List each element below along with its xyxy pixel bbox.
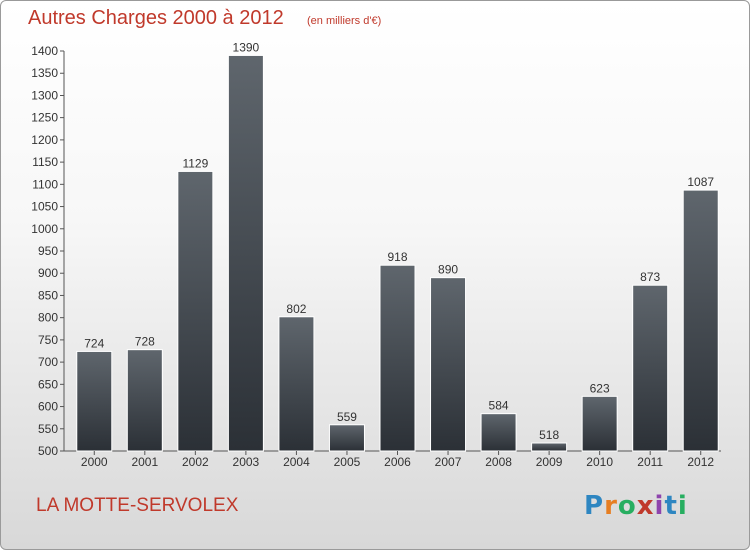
bar — [480, 413, 517, 452]
x-tick-label: 2004 — [283, 455, 310, 469]
bar-value-label: 890 — [438, 263, 458, 277]
y-tick-label: 1100 — [32, 177, 58, 191]
x-tick-label: 2007 — [435, 455, 462, 469]
bar-value-label: 1390 — [233, 40, 260, 54]
y-tick-label: 1300 — [31, 88, 58, 102]
y-tick-label: 850 — [38, 288, 58, 302]
y-tick-label: 1250 — [31, 111, 58, 125]
y-tick-label: 1050 — [31, 200, 58, 214]
bar-value-label: 918 — [387, 250, 407, 264]
bar-value-label: 873 — [640, 270, 660, 284]
y-tick-label: 900 — [38, 266, 58, 280]
y-tick-label: 950 — [38, 244, 58, 258]
y-tick-label: 750 — [38, 333, 58, 347]
y-tick-label: 700 — [38, 355, 58, 369]
chart-subtitle: (en milliers d'€) — [307, 15, 382, 27]
y-tick-label: 500 — [38, 444, 58, 458]
bar — [379, 264, 416, 452]
chart-title: Autres Charges 2000 à 2012 — [28, 7, 284, 29]
bar — [430, 277, 467, 452]
x-tick-label: 2005 — [334, 455, 361, 469]
bar-value-label: 559 — [337, 410, 357, 424]
bar-value-label: 724 — [84, 336, 104, 350]
x-tick-label: 2009 — [536, 455, 563, 469]
x-tick-label: 2012 — [687, 455, 714, 469]
y-tick-label: 1400 — [31, 44, 58, 58]
y-tick-label: 1000 — [31, 222, 58, 236]
bar-value-label: 1129 — [182, 156, 208, 170]
y-tick-label: 600 — [38, 400, 58, 414]
bar-value-label: 623 — [590, 381, 610, 395]
x-tick-label: 2008 — [485, 455, 512, 469]
bar — [227, 54, 264, 452]
bar — [682, 189, 719, 452]
bar-value-label: 802 — [286, 302, 306, 316]
place-name: LA MOTTE-SERVOLEX — [36, 495, 239, 516]
bar-value-label: 518 — [539, 428, 559, 442]
y-tick-label: 650 — [38, 377, 58, 391]
proxiti-logo: Proxiti — [584, 491, 688, 521]
bar — [531, 442, 568, 452]
bar-value-label: 1087 — [687, 175, 714, 189]
bar — [177, 170, 214, 452]
x-tick-label: 2001 — [131, 455, 158, 469]
bar — [278, 316, 315, 452]
bar — [328, 424, 365, 452]
y-tick-label: 1150 — [32, 155, 58, 169]
bar-value-label: 728 — [135, 335, 155, 349]
x-tick-label: 2010 — [586, 455, 613, 469]
bar-value-label: 584 — [489, 399, 509, 413]
y-tick-label: 1350 — [31, 66, 58, 80]
bar — [126, 349, 163, 452]
x-tick-label: 2003 — [233, 455, 260, 469]
bar — [632, 284, 669, 452]
x-tick-label: 2002 — [182, 455, 209, 469]
y-tick-label: 800 — [38, 311, 58, 325]
x-tick-label: 2011 — [637, 455, 663, 469]
bar — [581, 395, 618, 452]
y-tick-label: 1200 — [31, 133, 58, 147]
x-tick-label: 2006 — [384, 455, 411, 469]
y-tick-label: 550 — [38, 422, 58, 436]
x-tick-label: 2000 — [81, 455, 108, 469]
bar — [76, 350, 113, 452]
